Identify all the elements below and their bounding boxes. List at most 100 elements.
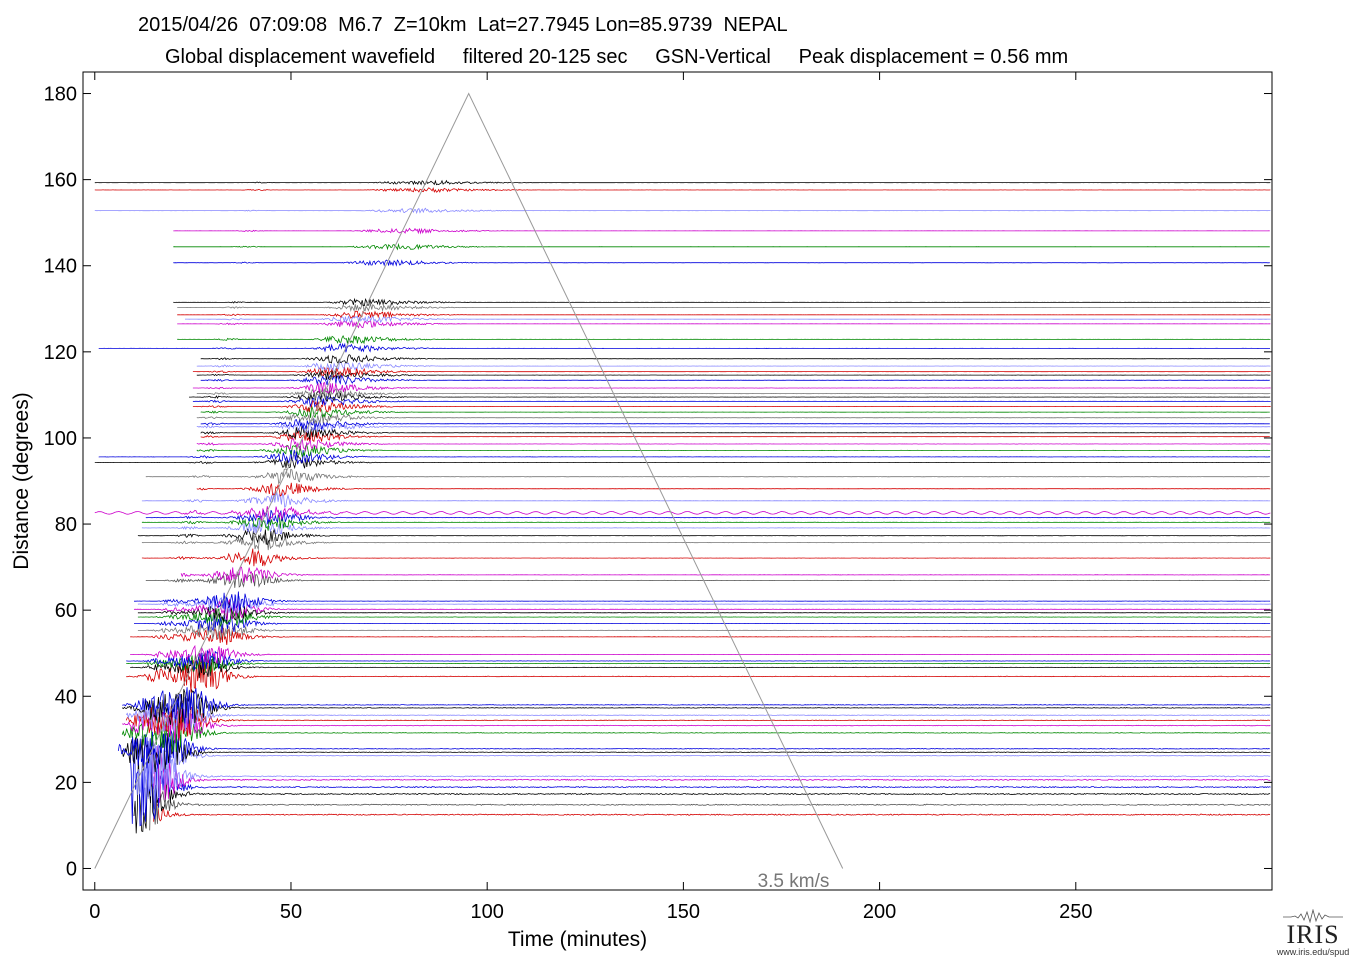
chart-subtitle: Global displacement wavefield filtered 2… (165, 46, 1069, 68)
seismogram-trace (192, 394, 1271, 408)
seismogram-trace (133, 614, 1271, 634)
seismogram-trace (200, 418, 1270, 431)
x-tick-label: 0 (89, 901, 100, 923)
seismic-wave-icon (1283, 909, 1343, 923)
seismogram-trace (126, 659, 1271, 693)
y-tick-label: 140 (44, 256, 77, 278)
logo-wordmark: IRIS (1286, 920, 1340, 949)
seismogram-trace (137, 600, 1271, 624)
x-axis: 0 50 100 150 200 250 (89, 72, 1092, 923)
x-tick-label: 100 (470, 901, 503, 923)
seismogram-trace (122, 687, 1271, 724)
seismogram-trace (98, 342, 1271, 353)
seismogram-trace (126, 649, 1271, 671)
seismogram-trace (117, 730, 1270, 769)
seismogram-trace (196, 360, 1271, 372)
y-tick-label: 100 (44, 428, 77, 450)
velocity-annotation: 3.5 km/s (758, 871, 830, 892)
seismogram-trace (134, 591, 1271, 612)
seismogram-trace (145, 509, 1270, 525)
seismogram-trace (141, 533, 1271, 551)
seismogram-trace (133, 598, 1271, 621)
seismogram-trace (141, 735, 1271, 774)
seismogram-trace (130, 656, 1271, 679)
seismogram-trace (173, 259, 1270, 267)
seismogram-trace (149, 742, 1271, 803)
seismogram-trace (192, 367, 1271, 378)
seismogram-trace (200, 430, 1270, 443)
y-tick-label: 60 (55, 600, 77, 622)
seismogram-trace (137, 607, 1271, 628)
x-tick-label: 50 (280, 901, 302, 923)
seismogram-trace (149, 782, 1271, 831)
seismogram-trace (185, 314, 1271, 324)
seismogram-trace (196, 420, 1271, 434)
seismogram-trace (130, 644, 1271, 664)
seismogram-trace (141, 548, 1271, 567)
seismogram-trace (141, 519, 1271, 535)
seismogram-trace (94, 454, 1271, 470)
y-tick-label: 20 (55, 772, 77, 794)
seismogram-trace (173, 242, 1270, 251)
plot-frame (82, 71, 1273, 891)
iris-logo: IRIS www.iris.edu/spud (1270, 909, 1356, 957)
logo-url: www.iris.edu/spud (1276, 947, 1350, 957)
seismogram-trace (177, 310, 1271, 319)
seismogram-trace (173, 297, 1270, 307)
seismogram-trace (129, 745, 1271, 827)
y-tick-label: 160 (44, 170, 77, 192)
seismogram-trace (196, 388, 1271, 401)
seismogram-trace (196, 437, 1271, 452)
seismogram-trace (145, 468, 1270, 485)
seismogram-trace (125, 696, 1271, 732)
seismogram-trace (137, 528, 1271, 545)
seismogram-trace (121, 689, 1271, 725)
seismogram-trace (192, 382, 1271, 394)
reference-velocity-layer (94, 92, 844, 869)
y-tick-label: 120 (44, 342, 77, 364)
seismogram-trace (94, 207, 1271, 215)
seismogram-trace (137, 595, 1271, 614)
seismogram-trace (196, 368, 1271, 380)
seismogram-trace (192, 400, 1271, 413)
x-tick-label: 200 (863, 901, 896, 923)
seismogram-trace (196, 482, 1271, 497)
seismogram-trace (196, 413, 1271, 425)
seismogram-trace (94, 187, 1271, 193)
seismogram-trace (94, 505, 1271, 521)
seismogram-trace (196, 443, 1271, 458)
seismogram-trace (173, 227, 1270, 235)
seismogram-trace (200, 374, 1270, 386)
seismogram-trace (133, 742, 1271, 809)
velocity-reference-line (94, 92, 844, 869)
chart-title: 2015/04/26 07:09:08 M6.7 Z=10km Lat=27.7… (138, 14, 788, 36)
seismogram-trace (177, 302, 1271, 312)
seismogram-trace (153, 797, 1271, 822)
y-tick-label: 180 (44, 84, 77, 106)
seismogram-trace (177, 319, 1271, 329)
seismogram-trace (200, 425, 1270, 440)
seismogram-trace (98, 449, 1270, 465)
seismogram-trace (145, 571, 1270, 588)
seismogram-trace (125, 700, 1271, 741)
seismogram-trace (121, 714, 1271, 752)
seismogram-trace (126, 652, 1271, 673)
seismogram-trace (189, 390, 1271, 403)
seismogram-trace (133, 755, 1271, 834)
y-tick-label: 80 (55, 514, 77, 536)
x-tick-label: 150 (667, 901, 700, 923)
seismogram-trace (141, 514, 1271, 531)
seismogram-trace (94, 179, 1271, 186)
seismogram-trace (141, 491, 1271, 508)
y-tick-label: 40 (55, 686, 77, 708)
trace-layer (94, 179, 1271, 834)
y-axis: 0 20 40 60 80 100 120 140 160 180 (44, 84, 1272, 880)
seismogram-trace (200, 405, 1270, 419)
seismogram-trace (177, 334, 1271, 345)
seismogram-trace (121, 733, 1271, 773)
x-axis-label: Time (minutes) (508, 928, 647, 951)
y-axis-label: Distance (degrees) (10, 392, 33, 569)
y-tick-label: 0 (66, 858, 77, 880)
seismogram-trace (130, 627, 1271, 645)
